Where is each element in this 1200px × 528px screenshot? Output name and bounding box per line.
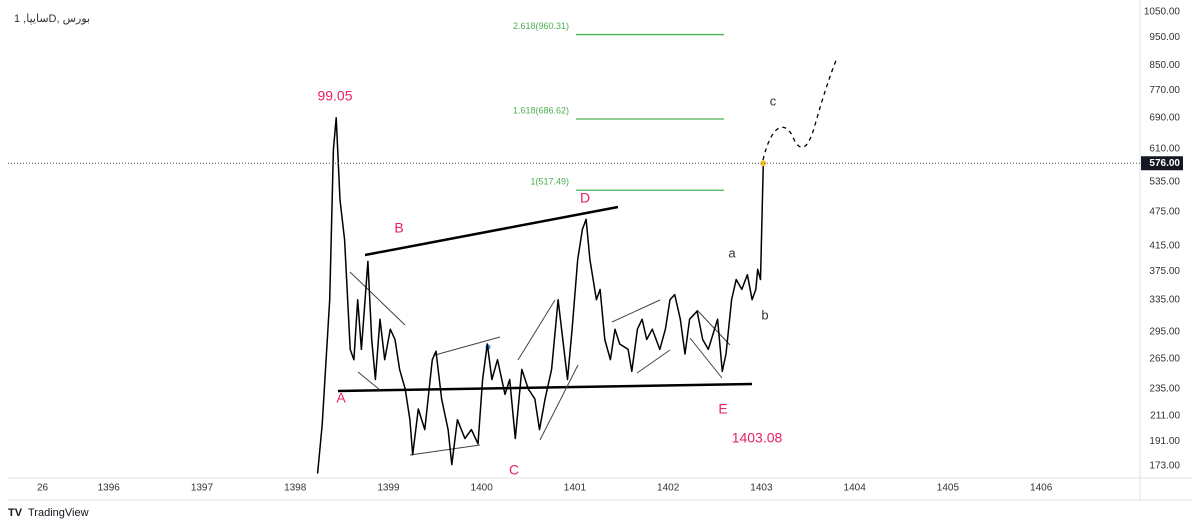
channel-lines xyxy=(349,271,731,456)
x-tick-label: 1402 xyxy=(657,483,680,494)
y-tick-label: 335.00 xyxy=(1149,294,1180,305)
y-tick-label: 690.00 xyxy=(1149,112,1180,123)
wave-label: a xyxy=(728,245,736,260)
x-tick-label: 1400 xyxy=(471,483,494,494)
x-tick-label: 1399 xyxy=(377,483,400,494)
y-tick-label: 265.00 xyxy=(1149,353,1180,364)
y-tick-label: 415.00 xyxy=(1149,240,1180,251)
trendline xyxy=(364,205,619,257)
footer-brand: TradingView xyxy=(28,507,89,519)
last-price-badge xyxy=(1141,156,1183,171)
price-line xyxy=(316,117,765,474)
date-label: 1403.08 xyxy=(732,430,783,446)
x-tick-label: 1405 xyxy=(937,483,960,494)
peak-label: 99.05 xyxy=(317,88,352,104)
symbol-header: سایپا, 1D, بورس xyxy=(14,13,90,25)
footer-logo: TV xyxy=(8,507,23,519)
projection-path xyxy=(762,57,838,161)
trendline xyxy=(337,382,753,393)
x-tick-label: 1406 xyxy=(1030,483,1053,494)
fib-label: 1(517.49) xyxy=(530,177,569,187)
wave-label: A xyxy=(336,390,346,406)
x-tick-label: 26 xyxy=(37,483,49,494)
y-tick-label: 173.00 xyxy=(1149,461,1180,472)
x-tick-label: 1397 xyxy=(191,483,214,494)
wave-label: c xyxy=(770,93,777,108)
last-price-label: 576.00 xyxy=(1149,158,1180,169)
x-tick-label: 1404 xyxy=(844,483,867,494)
x-tick-label: 1398 xyxy=(284,483,307,494)
wave-label: B xyxy=(394,220,403,236)
svg-text:TV: TV xyxy=(8,507,23,519)
y-tick-label: 211.00 xyxy=(1150,411,1180,422)
y-tick-label: 375.00 xyxy=(1149,266,1180,277)
x-tick-label: 1396 xyxy=(98,483,121,494)
fib-label: 2.618(960.31) xyxy=(513,21,569,31)
fib-label: 1.618(686.62) xyxy=(513,105,569,115)
wave-label: D xyxy=(580,190,590,206)
y-tick-label: 535.00 xyxy=(1149,176,1180,187)
y-tick-label: 610.00 xyxy=(1149,143,1180,154)
y-tick-label: 770.00 xyxy=(1149,85,1180,96)
wave-label: C xyxy=(509,462,519,478)
wave-label: b xyxy=(761,307,768,322)
y-tick-label: 950.00 xyxy=(1149,32,1180,43)
y-tick-label: 295.00 xyxy=(1149,326,1180,337)
y-tick-label: 235.00 xyxy=(1149,384,1180,395)
x-tick-label: 1403 xyxy=(750,483,773,494)
x-tick-label: 1401 xyxy=(564,483,587,494)
wave-label: E xyxy=(718,401,727,417)
last-point xyxy=(760,160,767,167)
y-tick-label: 850.00 xyxy=(1149,60,1180,71)
y-tick-label: 1050.00 xyxy=(1144,7,1181,18)
y-tick-label: 191.00 xyxy=(1149,436,1180,447)
y-tick-label: 475.00 xyxy=(1149,206,1180,217)
